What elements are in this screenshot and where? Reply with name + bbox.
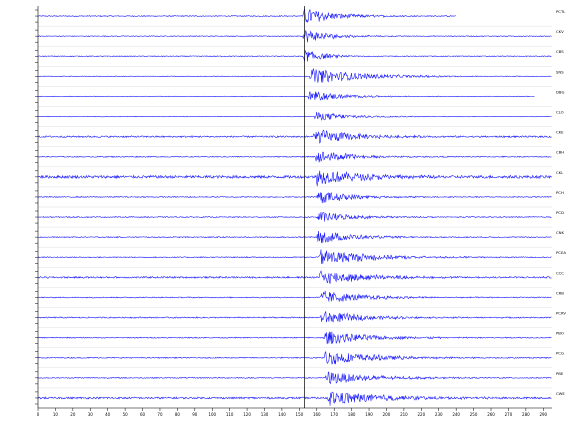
trace-cnk — [37, 230, 552, 244]
station-label: CCC — [556, 270, 564, 275]
x-tick-label: 210 — [400, 412, 408, 417]
station-label: PCG — [556, 351, 564, 356]
station-label: DBG — [556, 89, 564, 94]
x-tick-label: 190 — [365, 412, 373, 417]
x-tick-label: 30 — [88, 412, 94, 417]
x-tick-label: 180 — [348, 412, 356, 417]
trace-pcea — [37, 249, 552, 265]
x-tick-label: 240 — [452, 412, 460, 417]
trace-pch — [37, 191, 552, 204]
x-tick-label: 150 — [296, 412, 304, 417]
x-tick-label: 140 — [278, 412, 286, 417]
station-label: CNK — [556, 230, 564, 235]
trace-pcrv — [37, 311, 552, 323]
station-label: CWE — [556, 391, 565, 396]
trace-pctl — [37, 8, 456, 23]
trace-ckv — [37, 30, 552, 43]
trace-crb — [37, 290, 552, 303]
x-tick-label: 100 — [208, 412, 216, 417]
x-tick-label: 230 — [435, 412, 443, 417]
station-label: CBH — [556, 150, 564, 155]
x-tick-label: 20 — [70, 412, 76, 417]
trace-cke — [37, 129, 552, 144]
x-tick-label: 200 — [383, 412, 391, 417]
station-label: SNS — [556, 69, 564, 74]
x-tick-label: 120 — [243, 412, 251, 417]
x-tick-label: 10 — [53, 412, 59, 417]
station-label: CBS — [556, 49, 564, 54]
station-label: CKL — [556, 170, 564, 175]
x-tick-label: 0 — [37, 412, 40, 417]
trace-pcd — [38, 212, 552, 222]
trace-dbg — [38, 91, 535, 101]
x-tick-label: 220 — [418, 412, 426, 417]
x-tick-label: 90 — [192, 412, 198, 417]
x-tick-label: 280 — [522, 412, 530, 417]
station-label: CKE — [556, 130, 564, 135]
x-tick-label: 50 — [123, 412, 129, 417]
x-tick-label: 130 — [261, 412, 269, 417]
x-tick-label: 70 — [157, 412, 163, 417]
trace-pcg — [37, 351, 552, 365]
trace-cwe — [37, 391, 552, 406]
trace-ckl — [37, 170, 552, 187]
trace-cbs — [37, 50, 552, 62]
trace-clo — [37, 111, 552, 121]
station-label: PCTL — [556, 9, 566, 14]
station-label: PCH — [556, 190, 564, 195]
axes-group: 0 10 20 30 40 50 60 70 80 90 100 110 120 130 140 150 160… — [35, 6, 552, 417]
x-tick-label: 260 — [487, 412, 495, 417]
station-label: CLO — [556, 110, 564, 115]
trace-cbh — [37, 151, 552, 163]
station-label: PBE — [556, 371, 564, 376]
x-tick-label: 40 — [105, 412, 111, 417]
x-tick-label: 250 — [470, 412, 478, 417]
x-tick-label: 110 — [226, 412, 234, 417]
trace-sns — [38, 67, 552, 83]
station-label: PCD — [556, 210, 564, 215]
x-tick-label: 270 — [505, 412, 513, 417]
x-tick-label: 160 — [313, 412, 321, 417]
trace-ccc — [37, 270, 552, 284]
x-tick-label: 290 — [539, 412, 547, 417]
x-tick-label: 60 — [140, 412, 146, 417]
station-label: PCEA — [556, 250, 566, 255]
traces-group — [37, 8, 552, 409]
station-label: CRB — [556, 290, 564, 295]
station-label: CKV — [556, 29, 564, 34]
station-labels-group: PCTL CKV CBS SNS DBG CLO CKE CBH CKL PCH PCD CNK PCE… — [556, 9, 566, 396]
station-label: PBO — [556, 331, 564, 336]
station-label: PCRV — [556, 311, 566, 316]
trace-pbe — [37, 371, 552, 385]
x-tick-label: 170 — [330, 412, 338, 417]
x-tick-label: 80 — [175, 412, 181, 417]
trace-pbo — [37, 331, 552, 345]
